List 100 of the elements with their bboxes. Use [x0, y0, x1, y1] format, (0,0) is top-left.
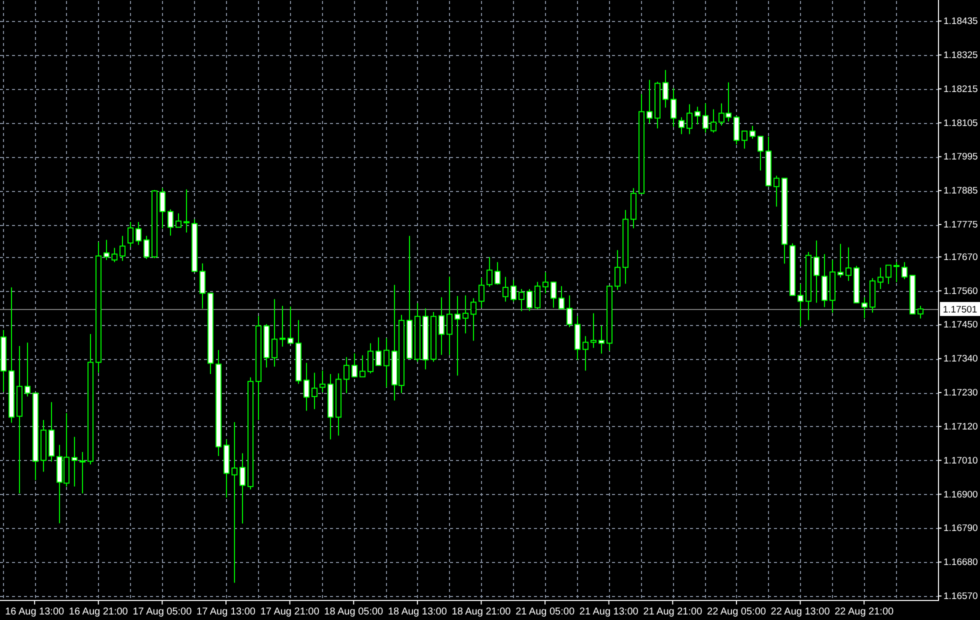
candlestick — [24, 342, 30, 398]
candlestick — [320, 370, 326, 393]
candlestick — [558, 286, 564, 310]
candlestick — [526, 288, 532, 312]
candlestick — [200, 262, 206, 310]
y-tick-label: 1.17010 — [944, 455, 978, 466]
candlestick — [494, 262, 500, 286]
y-tick-label: 1.17775 — [944, 220, 978, 231]
candlestick — [798, 284, 804, 328]
x-tick-label: 18 Aug 21:00 — [452, 606, 512, 618]
candlestick — [144, 235, 150, 260]
candlestick — [614, 250, 620, 290]
candlestick — [534, 281, 540, 310]
candlestick — [662, 70, 668, 108]
candlestick — [582, 336, 588, 372]
candlestick — [72, 436, 78, 488]
y-tick-label: 1.17340 — [944, 354, 978, 365]
candlestick — [446, 276, 452, 356]
candlestick — [136, 222, 142, 246]
y-tick-label: 1.16680 — [944, 557, 978, 568]
y-tick-label: 1.18435 — [944, 16, 978, 28]
candlestick — [376, 336, 382, 366]
y-tick-label: 1.17450 — [944, 320, 978, 331]
candlestick — [344, 356, 350, 394]
x-tick-label: 17 Aug 13:00 — [196, 606, 256, 618]
ref-line-label: 1.17501 — [942, 304, 978, 316]
candlestick — [232, 422, 238, 584]
candlestick — [774, 175, 780, 208]
candlestick — [742, 130, 748, 150]
candlestick — [550, 281, 556, 308]
x-tick-label: 16 Aug 13:00 — [5, 606, 64, 618]
y-tick-label: 1.17560 — [944, 286, 978, 297]
candlestick — [478, 277, 484, 308]
candlestick — [104, 239, 110, 260]
y-tick-label: 1.18325 — [944, 50, 978, 61]
y-tick-label: 1.17995 — [944, 152, 978, 163]
candlestick — [312, 372, 318, 410]
y-tick-label: 1.17120 — [944, 421, 978, 432]
candlestick — [814, 240, 820, 304]
candlestick — [352, 352, 358, 378]
candlestick — [878, 267, 884, 290]
candlestick — [184, 188, 190, 234]
candlestick — [734, 115, 740, 145]
candlestick — [502, 276, 508, 302]
candlestick — [542, 272, 548, 294]
candlestick — [838, 243, 844, 278]
x-tick-label: 22 Aug 13:00 — [770, 606, 830, 618]
candlestick — [368, 342, 374, 374]
x-tick-label: 18 Aug 05:00 — [324, 606, 384, 618]
y-tick-label: 1.17230 — [944, 388, 978, 399]
candlestick — [750, 125, 756, 140]
y-tick-label: 1.17885 — [944, 186, 978, 197]
candlestick — [686, 104, 692, 135]
candlestick — [128, 222, 134, 248]
y-tick-label: 1.16900 — [944, 489, 978, 500]
y-tick-label: 1.17670 — [944, 252, 978, 263]
candlestick — [590, 312, 596, 348]
candlestick — [486, 256, 492, 288]
candlestick — [710, 108, 716, 134]
candlestick — [510, 280, 516, 302]
candlestick — [598, 325, 604, 354]
x-tick-label: 21 Aug 05:00 — [516, 606, 575, 618]
candlestick — [846, 246, 852, 282]
x-tick-label: 21 Aug 21:00 — [643, 606, 703, 618]
candlestick — [862, 296, 868, 319]
candlestick — [112, 247, 118, 263]
candlestick — [438, 296, 444, 356]
candlestick — [566, 294, 572, 328]
candlestick — [670, 88, 676, 128]
x-tick-label: 16 Aug 21:00 — [68, 606, 128, 618]
x-tick-label: 22 Aug 05:00 — [706, 606, 766, 618]
y-tick-label: 1.18215 — [944, 84, 978, 95]
candlestick — [168, 208, 174, 236]
candlestick — [176, 212, 182, 228]
candlestick — [678, 116, 684, 135]
y-tick-label: 1.16790 — [944, 523, 978, 534]
x-tick-label: 21 Aug 13:00 — [579, 606, 639, 618]
candlestick — [120, 235, 126, 262]
candlestick — [758, 136, 764, 172]
candlestick — [454, 296, 460, 376]
candlestick — [160, 188, 166, 229]
candlestick — [80, 452, 86, 494]
candlestick — [702, 102, 708, 134]
candlestick — [646, 79, 652, 124]
candlestick — [272, 298, 278, 368]
candlestick — [886, 264, 892, 285]
candlestick — [894, 262, 900, 283]
candlestick — [918, 305, 924, 320]
x-tick-label: 17 Aug 21:00 — [260, 606, 320, 618]
candlestick — [384, 338, 390, 388]
candlestick — [902, 262, 908, 280]
candlestick — [288, 306, 294, 344]
candlestick — [360, 354, 366, 378]
candlestick — [280, 305, 286, 348]
candlestick — [304, 362, 310, 412]
candlestick — [518, 288, 524, 312]
x-tick-label: 22 Aug 21:00 — [834, 606, 894, 618]
y-tick-label: 1.16570 — [944, 591, 978, 602]
x-tick-label: 17 Aug 05:00 — [132, 606, 192, 618]
y-tick-label: 1.18105 — [944, 118, 978, 129]
